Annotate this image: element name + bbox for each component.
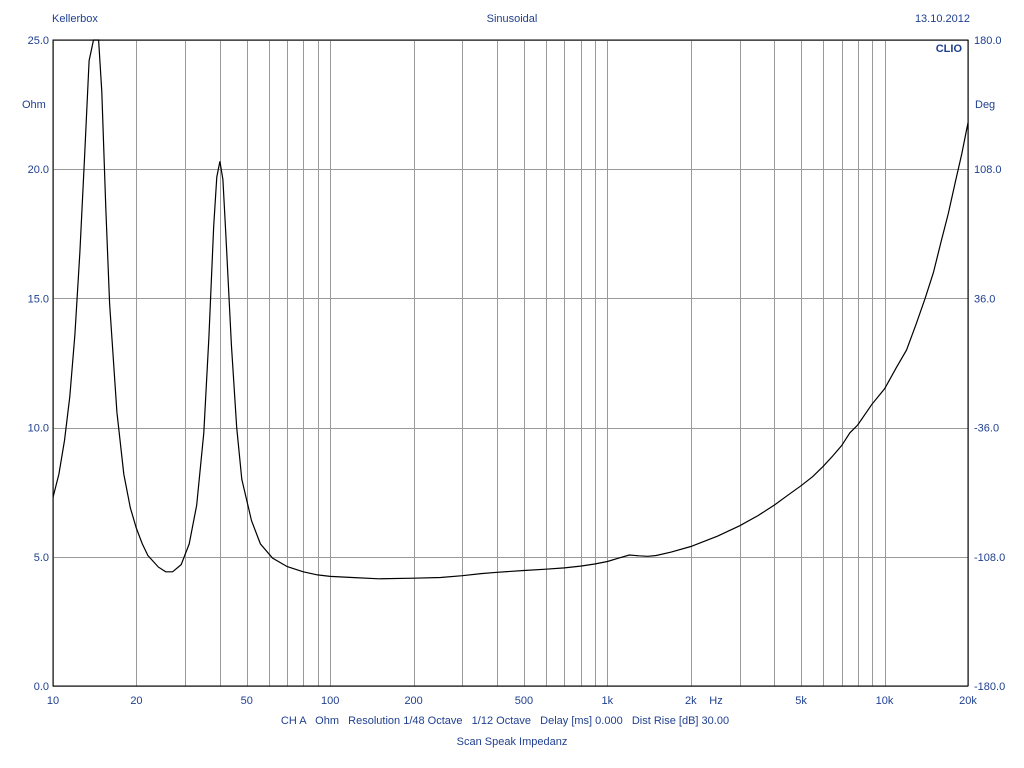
impedance-curve bbox=[52, 39, 969, 580]
footer-title: Scan Speak Impedanz bbox=[457, 736, 568, 748]
y-tick-label: 10.0 bbox=[28, 423, 49, 435]
y-tick-label: 25.0 bbox=[28, 35, 49, 47]
x-tick-label: 5k bbox=[795, 695, 807, 707]
y2-tick-label: -108.0 bbox=[974, 552, 1005, 564]
y2-tick-label: 180.0 bbox=[974, 35, 1002, 47]
y-tick-label: 0.0 bbox=[34, 681, 49, 693]
x-tick-label: 500 bbox=[515, 695, 533, 707]
x-tick-label: 100 bbox=[321, 695, 339, 707]
x-tick-label: 10k bbox=[876, 695, 894, 707]
header-left: Kellerbox bbox=[52, 13, 98, 25]
y2-tick-label: -180.0 bbox=[974, 681, 1005, 693]
chart-grid bbox=[53, 40, 969, 687]
header-right: 13.10.2012 bbox=[915, 13, 970, 25]
y2-axis-label: Deg bbox=[975, 99, 995, 111]
y-axis-label: Ohm bbox=[22, 99, 46, 111]
plot-frame bbox=[52, 39, 969, 687]
x-tick-label: 20k bbox=[959, 695, 977, 707]
x-tick-label: 2k bbox=[685, 695, 697, 707]
header-center: Sinusoidal bbox=[487, 13, 538, 25]
y-tick-label: 5.0 bbox=[34, 552, 49, 564]
axis-labels: 10 20 50 100 200 500 1k 2k 5k 10k 20k 0.0 5.0 10.0 15.… bbox=[28, 35, 1006, 707]
y-tick-label: 15.0 bbox=[28, 293, 49, 305]
x-tick-label: 50 bbox=[241, 695, 253, 707]
clio-brand: CLIO bbox=[936, 43, 963, 55]
x-tick-label: 1k bbox=[602, 695, 614, 707]
y2-tick-label: 108.0 bbox=[974, 164, 1002, 176]
x-tick-label: 10 bbox=[47, 695, 59, 707]
x-unit-label: Hz bbox=[709, 695, 722, 707]
x-tick-label: 200 bbox=[404, 695, 422, 707]
y2-tick-label: 36.0 bbox=[974, 293, 995, 305]
x-tick-label: 20 bbox=[130, 695, 142, 707]
y2-tick-label: -36.0 bbox=[974, 423, 999, 435]
footer-settings: CH A Ohm Resolution 1/48 Octave 1/12 Oct… bbox=[281, 715, 729, 727]
y-tick-label: 20.0 bbox=[28, 164, 49, 176]
